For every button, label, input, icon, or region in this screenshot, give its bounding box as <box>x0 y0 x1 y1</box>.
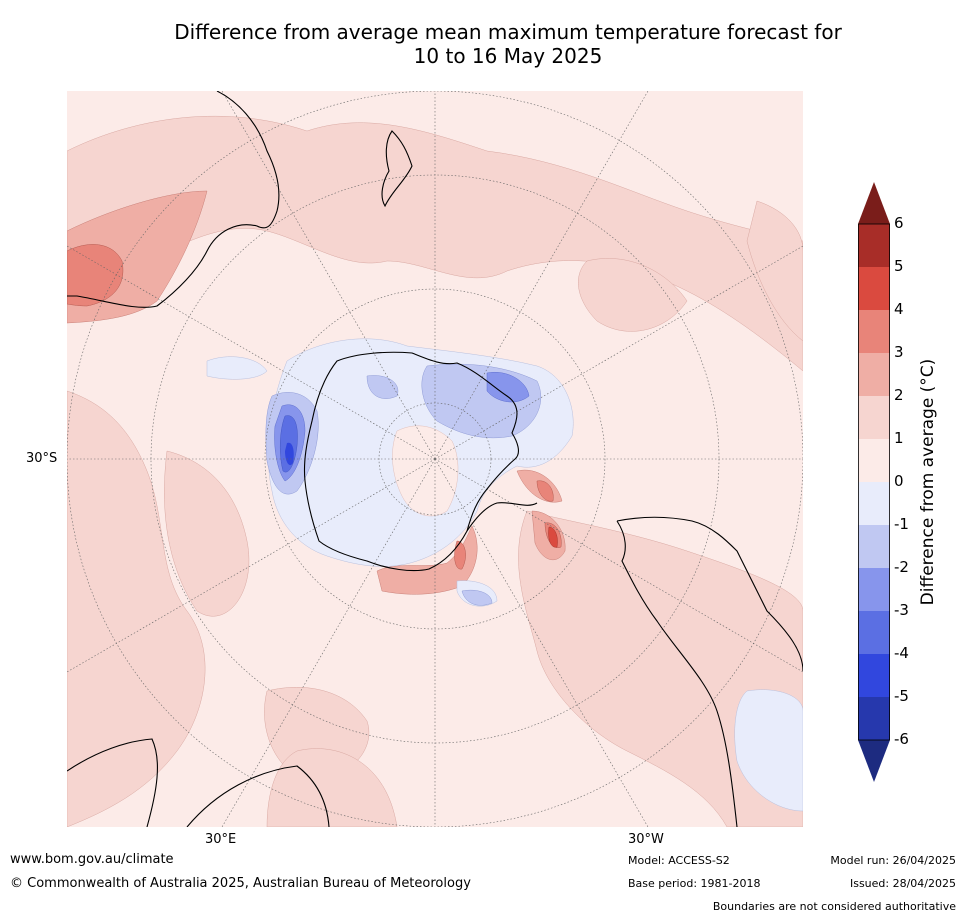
coastlines <box>67 91 803 827</box>
new-zealand-coast <box>381 130 413 208</box>
africa-coast <box>67 738 330 827</box>
colorbar-bin <box>858 310 890 353</box>
colorbar-bin <box>858 353 890 396</box>
footer-model-run: Model run: 26/04/2025 <box>830 854 956 867</box>
colorbar-extend-min <box>858 740 890 782</box>
lon-label-30e: 30°E <box>205 832 237 847</box>
australia-coast <box>67 91 280 308</box>
lon-label-30w: 30°W <box>628 832 664 847</box>
colorbar-bin <box>858 439 890 482</box>
colorbar-bin <box>858 568 890 611</box>
colorbar-bin <box>858 267 890 310</box>
colorbar-tick: -5 <box>894 687 909 705</box>
colorbar-tick: 0 <box>894 472 904 490</box>
colorbar-bin <box>858 224 890 267</box>
colorbar <box>858 182 890 782</box>
footer-model: Model: ACCESS-S2 <box>628 854 730 867</box>
footer-base-period: Base period: 1981-2018 <box>628 877 761 890</box>
footer-copyright: © Commonwealth of Australia 2025, Austra… <box>10 876 471 891</box>
map-svg <box>67 91 803 827</box>
colorbar-tick: 2 <box>894 386 904 404</box>
map-panel <box>67 91 803 827</box>
colorbar-frame <box>858 223 890 741</box>
colorbar-tick: 6 <box>894 214 904 232</box>
footer-disclaimer: Boundaries are not considered authoritat… <box>712 900 956 913</box>
colorbar-bin <box>858 396 890 439</box>
colorbar-tick: -1 <box>894 515 909 533</box>
footer-website: www.bom.gov.au/climate <box>10 852 174 867</box>
colorbar-bin <box>858 611 890 654</box>
colorbar-tick: 4 <box>894 300 904 318</box>
colorbar-tick: -6 <box>894 730 909 748</box>
colorbar-tick: -2 <box>894 558 909 576</box>
colorbar-label: Difference from average (°C) <box>918 358 938 606</box>
antarctica-coast <box>303 351 519 572</box>
map-title-line2: 10 to 16 May 2025 <box>413 44 603 68</box>
colorbar-tick: -4 <box>894 644 909 662</box>
anomaly-4-5-region <box>548 526 558 548</box>
colorbar-tick: 5 <box>894 257 904 275</box>
map-title: Difference from average mean maximum tem… <box>68 20 948 68</box>
anomaly-interior-warm-region <box>392 425 459 517</box>
lat-label-30s: 30°S <box>26 451 58 466</box>
colorbar-tick: -3 <box>894 601 909 619</box>
anomaly-1-2-regions <box>67 115 803 827</box>
colorbar-tick: 1 <box>894 429 904 447</box>
graticule <box>67 91 803 827</box>
anomaly-minus5-minus4-region <box>285 442 294 466</box>
colorbar-extend-max <box>858 182 890 224</box>
antarctic-peninsula-coast <box>466 502 538 532</box>
map-title-line1: Difference from average mean maximum tem… <box>174 20 842 44</box>
south-america-coast <box>616 516 803 827</box>
footer-issued: Issued: 28/04/2025 <box>849 877 956 890</box>
colorbar-bin <box>858 654 890 697</box>
colorbar-bin <box>858 482 890 525</box>
colorbar-tick: 3 <box>894 343 904 361</box>
colorbar-bin <box>858 697 890 740</box>
colorbar-bin <box>858 525 890 568</box>
